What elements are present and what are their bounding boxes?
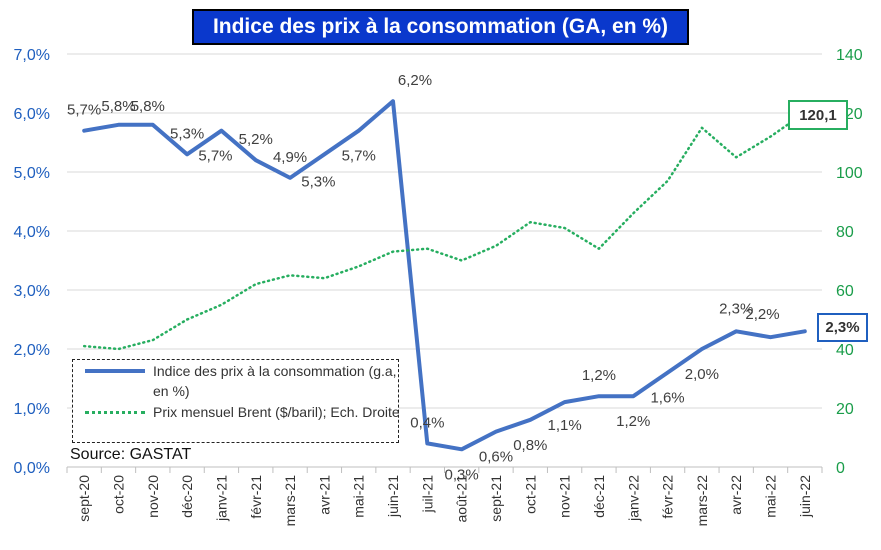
x-tick-label: juin-22 — [797, 475, 813, 518]
y-right-tick-label: 100 — [836, 165, 863, 182]
series-layer — [82, 99, 807, 452]
cpi-data-label: 5,7% — [342, 148, 376, 165]
x-tick-label: mai-22 — [763, 475, 779, 518]
cpi-data-label: 5,2% — [239, 131, 273, 148]
y-left-tick-label: 4,0% — [14, 224, 50, 241]
x-tick-label: nov-20 — [145, 475, 161, 518]
x-tick-label: août-21 — [454, 475, 470, 523]
y-right-tick-label: 40 — [836, 342, 854, 359]
x-tick-label: mars-22 — [694, 475, 710, 527]
cpi-data-label: 0,4% — [410, 414, 444, 431]
source-note: Source: GASTAT — [70, 446, 192, 463]
x-tick-label: avr-22 — [728, 475, 744, 515]
y-left-tick-label: 7,0% — [14, 47, 50, 64]
x-tick-label: janv-22 — [625, 475, 641, 522]
cpi-data-label: 5,8% — [101, 98, 135, 115]
cpi-data-label: 5,8% — [131, 98, 165, 115]
cpi-data-label: 5,3% — [170, 125, 204, 142]
y-right-tick-label: 140 — [836, 47, 863, 64]
legend-label-brent: Prix mensuel Brent ($/baril); Ech. Droit… — [153, 404, 400, 420]
cpi-data-label: 0,6% — [479, 449, 513, 466]
cpi-data-label: 0,8% — [513, 437, 547, 454]
x-tick-label: déc-20 — [179, 475, 195, 518]
cpi-data-label: 1,1% — [548, 417, 582, 434]
y-right-tick-label: 20 — [836, 401, 854, 418]
x-tick-label: mars-21 — [282, 475, 298, 527]
legend-swatch-brent — [85, 411, 145, 414]
cpi-data-label: 1,2% — [616, 413, 650, 430]
data-labels: 5,7% 5,8%5,8%5,3%5,7%5,2%4,9%5,3%5,7%6,2%… — [67, 72, 780, 483]
y-left-tick-label: 2,0% — [14, 342, 50, 359]
cpi-data-label: 2,3% — [719, 300, 753, 317]
legend: Indice des prix à la consommation (g.a, … — [72, 359, 400, 443]
y-left-tick-label: 0,0% — [14, 460, 50, 477]
x-tick-label: févr-21 — [248, 475, 264, 519]
x-tick-label: juil-21 — [419, 475, 435, 514]
y-left-tick-label: 5,0% — [14, 165, 50, 182]
chart-title: Indice des prix à la consommation (GA, e… — [192, 9, 689, 45]
cpi-data-label: 0,3% — [445, 466, 479, 483]
legend-swatch-cpi — [85, 369, 145, 373]
series-line-cpi — [82, 99, 807, 452]
cpi-data-label: 4,9% — [273, 149, 307, 166]
cpi-data-label: 2,0% — [685, 366, 719, 383]
x-tick-label: mai-21 — [351, 475, 367, 518]
cpi-data-label: 2,2% — [745, 306, 779, 323]
cpi-data-label: 1,2% — [582, 367, 616, 384]
y-left-tick-label: 3,0% — [14, 283, 50, 300]
cpi-data-label: 5,3% — [301, 173, 335, 190]
x-axis: sept-20 oct-20 nov-20 déc-20 janv-21 févr-21 m… — [66, 466, 823, 527]
x-tick-label: déc-21 — [591, 475, 607, 518]
x-tick-label: sept-20 — [76, 475, 92, 522]
x-tick-label: sept-21 — [488, 475, 504, 522]
y-left-tick-label: 6,0% — [14, 106, 50, 123]
x-tick-label: oct-21 — [522, 475, 538, 514]
x-tick-label: févr-22 — [660, 475, 676, 519]
y-right-tick-label: 0 — [836, 460, 845, 477]
x-tick-label: avr-21 — [316, 475, 332, 515]
cpi-data-label: 6,2% — [398, 72, 432, 89]
callout-cpi-last: 2,3% — [817, 313, 868, 342]
cpi-data-label: 1,6% — [650, 390, 684, 407]
x-tick-label: nov-21 — [557, 475, 573, 518]
x-tick-label: janv-21 — [213, 475, 229, 522]
callout-brent-last: 120,1 — [788, 100, 848, 130]
y-right-tick-label: 80 — [836, 224, 854, 241]
legend-label-cpi: Indice des prix à la consommation (g.a, … — [153, 363, 397, 399]
x-tick-label: juin-21 — [385, 475, 401, 518]
cpi-data-label: 5,7% — [67, 102, 101, 119]
cpi-data-label: 5,7% — [198, 148, 232, 165]
y-right-tick-label: 60 — [836, 283, 854, 300]
x-tick-label: oct-20 — [110, 475, 126, 514]
y-left-tick-label: 1,0% — [14, 401, 50, 418]
y-axis-left: 0,0% 1,0% 2,0% 3,0% 4,0% 5,0% 6,0% 7,0% — [14, 47, 50, 477]
